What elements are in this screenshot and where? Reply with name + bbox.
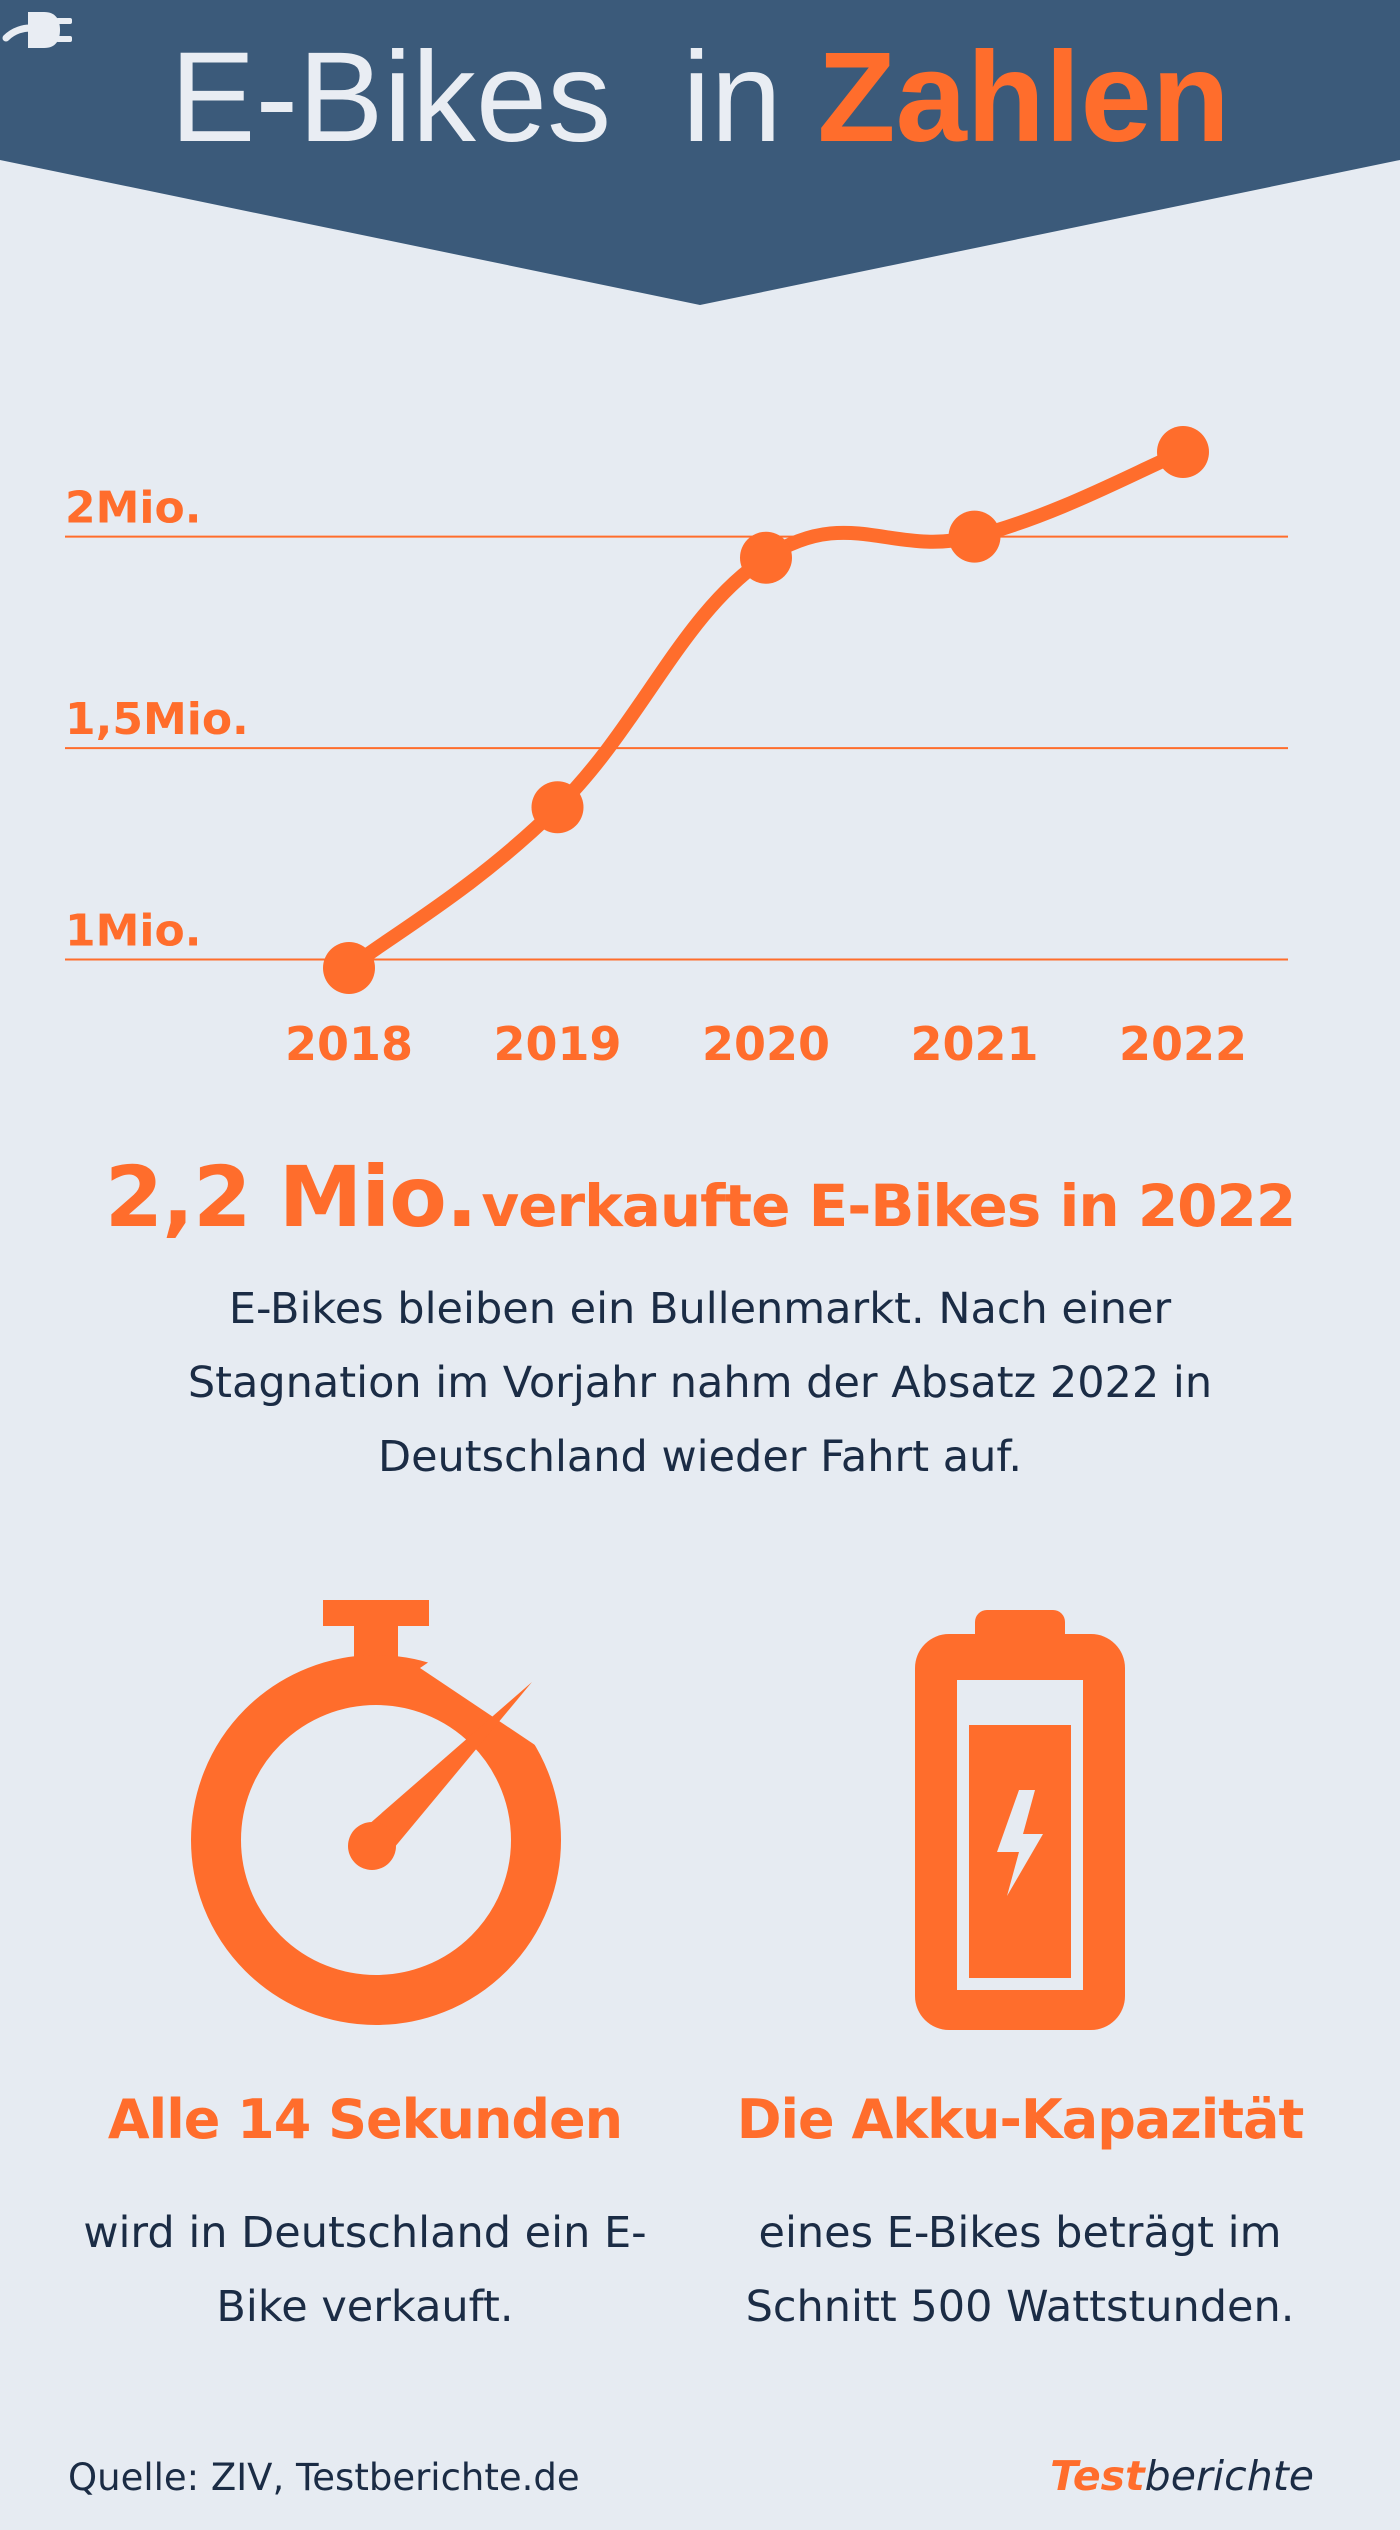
data-point-2022 — [1157, 426, 1209, 478]
title-part-ebikes: E-Bikes — [170, 26, 612, 169]
x-tick-label: 2018 — [285, 1017, 413, 1071]
title-part-in: in — [682, 26, 782, 169]
feature-text-seconds: wird in Deutschland ein E-Bike verkauft. — [83, 2208, 647, 2332]
data-point-2019 — [531, 781, 584, 834]
sales-line-chart: 1Mio. 1,5Mio. 2Mio. 2018 2019 2020 2021 2022 — [65, 426, 1288, 1071]
y-tick-label: 1Mio. — [65, 906, 201, 957]
brand-part-test: Test — [1050, 2452, 1145, 2500]
data-point-2021 — [948, 510, 1001, 563]
x-tick-label: 2022 — [1119, 1017, 1247, 1071]
series-line — [342, 445, 1190, 975]
lead-paragraph: E-Bikes bleiben ein Bullenmarkt. Nach ei… — [187, 1284, 1213, 1482]
y-tick-label: 1,5Mio. — [65, 694, 249, 745]
page-title: E-Bikes in Zahlen — [0, 18, 1400, 178]
x-tick-label: 2020 — [702, 1017, 830, 1071]
header-background — [0, 0, 1400, 305]
headline-text: verkaufte E-Bikes in 2022 — [481, 1172, 1296, 1240]
chart-gridlines — [65, 535, 1288, 961]
data-points — [323, 426, 1209, 994]
x-tick-label: 2021 — [910, 1017, 1038, 1071]
data-point-2018 — [323, 942, 375, 994]
headline-value: 2,2 Mio. — [104, 1148, 478, 1246]
source-note: Quelle: ZIV, Testberichte.de — [68, 2456, 580, 2499]
data-point-2020 — [740, 531, 792, 584]
y-tick-label: 2Mio. — [65, 483, 201, 534]
stopwatch-icon — [191, 1600, 570, 2025]
header-banner: E-Bikes in Zahlen — [0, 0, 1400, 310]
feature-title-battery: Die Akku-Kapazität — [736, 2088, 1305, 2151]
x-tick-label: 2019 — [493, 1017, 621, 1071]
plug-icon — [2, 12, 72, 48]
battery-icon — [915, 1610, 1125, 2030]
brand-part-berichte: berichte — [1144, 2452, 1314, 2500]
title-part-zahlen: Zahlen — [817, 26, 1230, 169]
feature-title-seconds: Alle 14 Sekunden — [107, 2088, 623, 2151]
x-axis-labels: 2018 2019 2020 2021 2022 — [285, 1017, 1247, 1071]
brand-logo: Testberichte — [1050, 2452, 1314, 2500]
y-axis-labels: 1Mio. 1,5Mio. 2Mio. — [65, 483, 249, 957]
feature-text-battery: eines E-Bikes beträgt im Schnitt 500 Wat… — [745, 2208, 1295, 2332]
headline: 2,2 Mio. verkaufte E-Bikes in 2022 — [0, 1148, 1400, 1246]
